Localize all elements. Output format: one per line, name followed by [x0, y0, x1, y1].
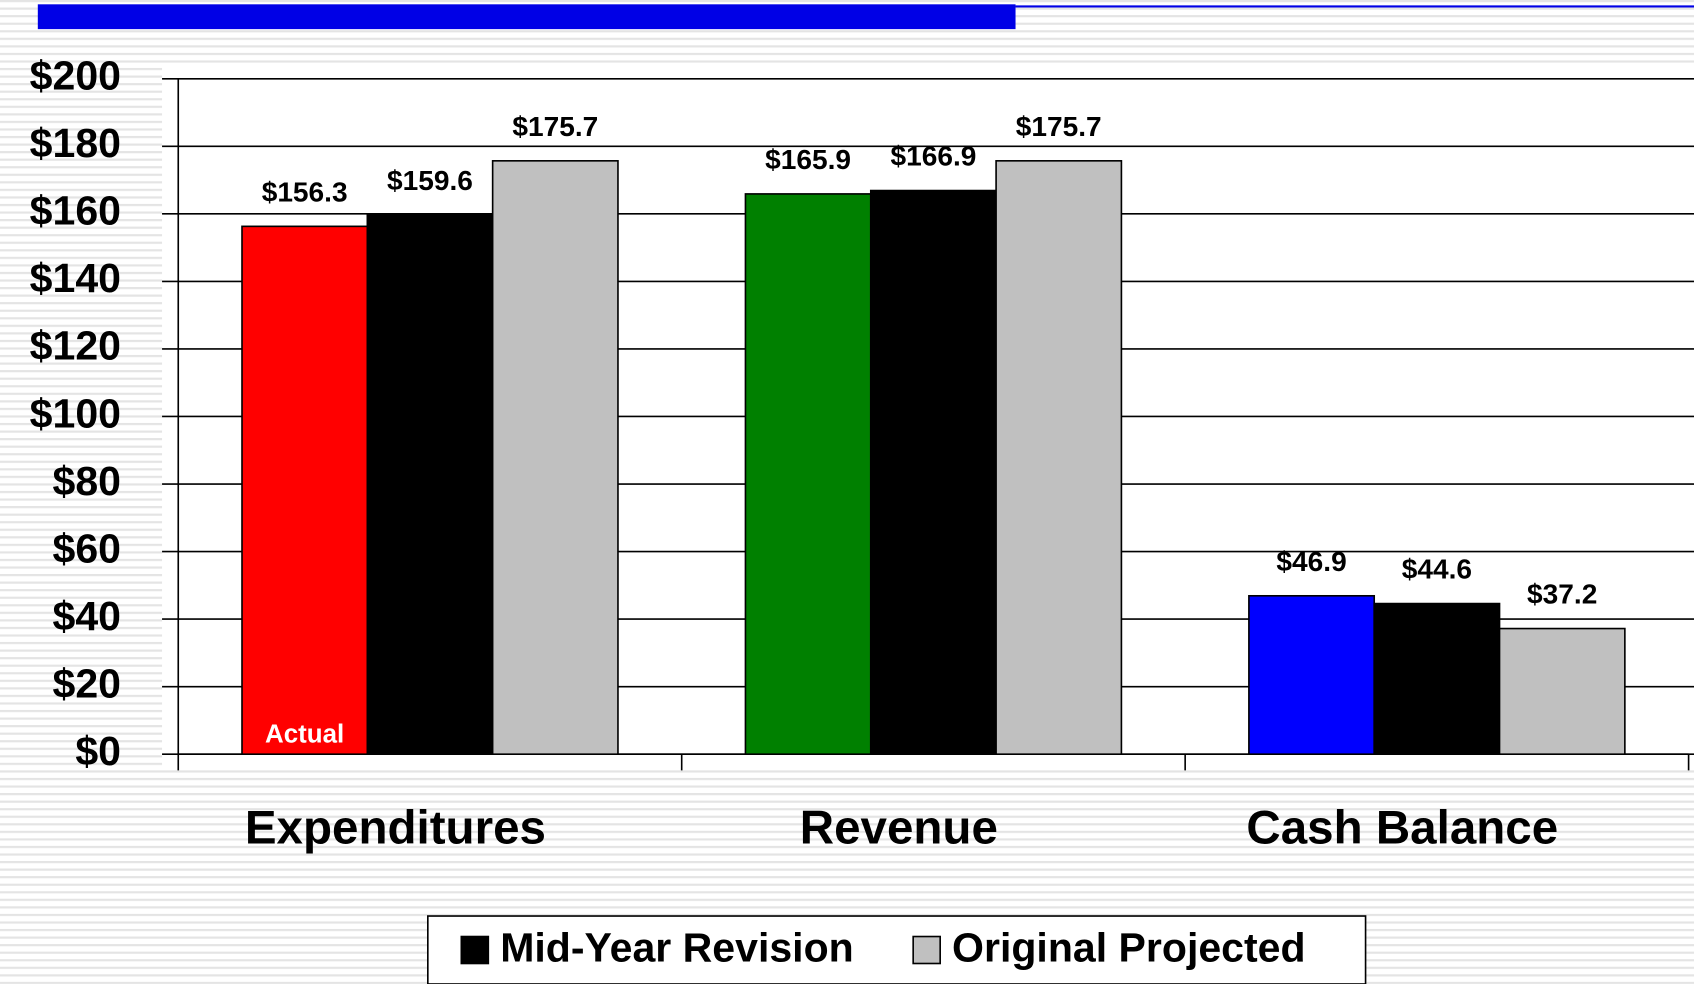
- y-tick-label: $140: [30, 255, 121, 301]
- data-label: $37.2: [1527, 579, 1597, 610]
- data-label: $156.3: [262, 176, 348, 207]
- x-tick-label: Expenditures: [245, 801, 546, 854]
- bar: [869, 189, 997, 755]
- y-tick-label: $180: [30, 120, 121, 166]
- bar: [1248, 594, 1376, 755]
- data-label: $175.7: [1016, 111, 1102, 142]
- y-tick-label: $60: [53, 525, 121, 571]
- y-tick-label: $0: [75, 728, 121, 774]
- y-tick-label: $80: [53, 458, 121, 504]
- bar: [366, 214, 494, 755]
- bar: [744, 193, 872, 755]
- y-tick-label: $20: [53, 660, 121, 706]
- legend-box: [427, 915, 1367, 984]
- bar: [491, 160, 619, 755]
- data-label: $46.9: [1276, 546, 1346, 577]
- y-tick-label: $40: [53, 593, 121, 639]
- y-tick-label: $200: [30, 53, 121, 99]
- bar: [1498, 627, 1626, 755]
- y-tick-label: $120: [30, 323, 121, 369]
- x-tick-label: Cash Balance: [1246, 801, 1558, 854]
- legend-swatch: [460, 935, 490, 965]
- data-label: $165.9: [765, 144, 851, 175]
- data-label: $175.7: [512, 111, 598, 142]
- bar: [241, 225, 369, 755]
- data-label: $166.9: [890, 141, 976, 172]
- bar: [995, 160, 1123, 755]
- x-tick-label: Revenue: [800, 801, 998, 854]
- bar: [1373, 602, 1501, 755]
- data-label: $44.6: [1402, 554, 1472, 585]
- legend-label: Original Projected: [952, 924, 1306, 970]
- series-label: Actual: [265, 721, 344, 749]
- legend-swatch: [912, 935, 941, 965]
- data-label: $159.6: [387, 165, 473, 196]
- header-bar: [37, 4, 1016, 30]
- legend-label: Mid-Year Revision: [500, 924, 854, 970]
- y-tick-label: $160: [30, 188, 121, 234]
- y-tick-label: $100: [30, 390, 121, 436]
